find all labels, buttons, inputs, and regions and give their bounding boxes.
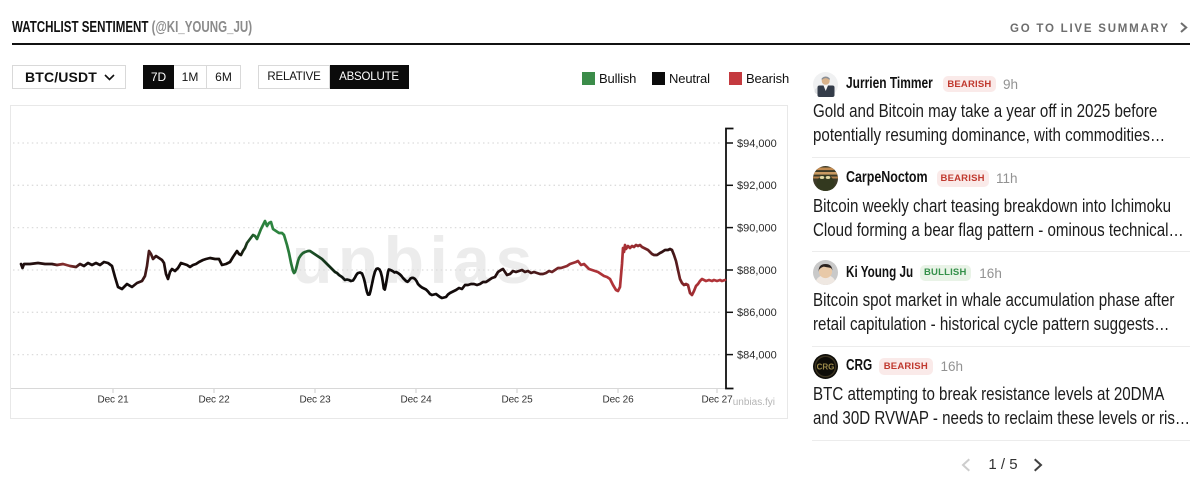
svg-text:Dec 25: Dec 25 bbox=[501, 395, 533, 406]
svg-text:Dec 21: Dec 21 bbox=[97, 395, 129, 406]
svg-text:Dec 27: Dec 27 bbox=[701, 395, 733, 406]
svg-text:Dec 22: Dec 22 bbox=[198, 395, 230, 406]
svg-text:Dec 24: Dec 24 bbox=[400, 395, 432, 406]
svg-text:$88,000: $88,000 bbox=[737, 265, 777, 277]
svg-text:CRG: CRG bbox=[817, 363, 835, 372]
svg-text:$84,000: $84,000 bbox=[737, 349, 777, 361]
svg-text:$92,000: $92,000 bbox=[737, 180, 777, 192]
svg-text:unbias: unbias bbox=[292, 223, 538, 297]
svg-text:Dec 23: Dec 23 bbox=[299, 395, 331, 406]
svg-text:$86,000: $86,000 bbox=[737, 307, 777, 319]
svg-text:Dec 26: Dec 26 bbox=[602, 395, 634, 406]
svg-text:unbias.fyi: unbias.fyi bbox=[733, 397, 775, 408]
svg-text:$94,000: $94,000 bbox=[737, 138, 777, 150]
svg-text:$90,000: $90,000 bbox=[737, 222, 777, 234]
